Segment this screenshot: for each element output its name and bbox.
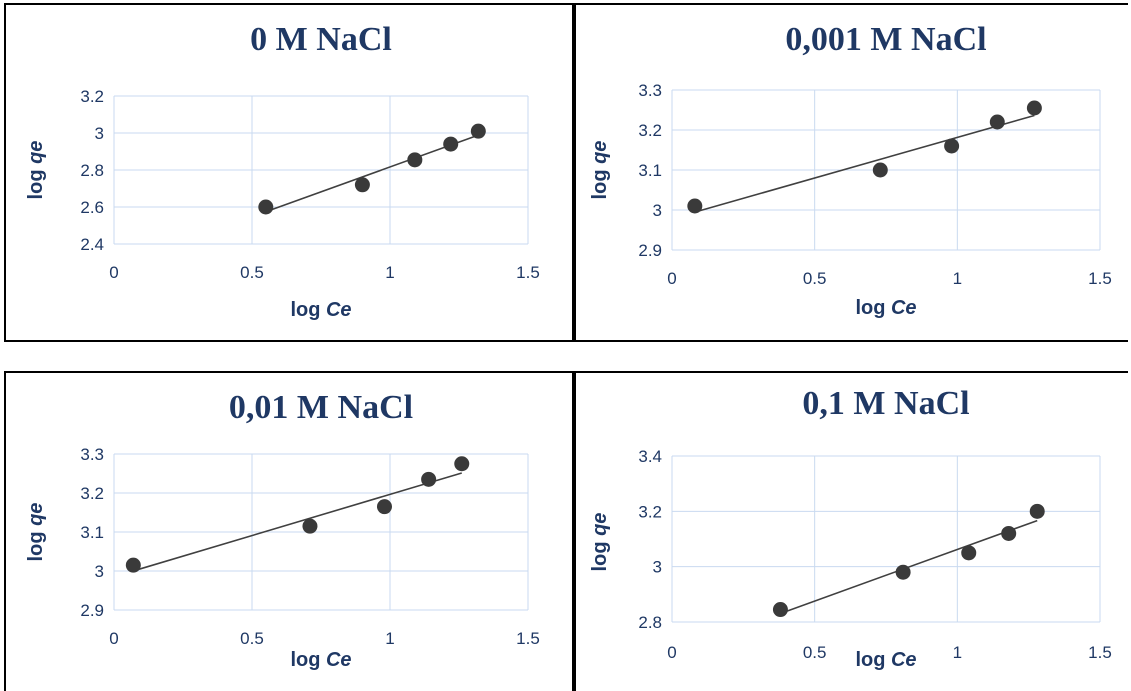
trendline <box>694 114 1035 213</box>
chart-title: 0,1 M NaCl <box>802 385 969 422</box>
data-point <box>1029 503 1045 519</box>
data-point <box>1001 525 1017 541</box>
x-axis-label: log Ce <box>290 299 351 321</box>
data-point <box>376 499 392 515</box>
chart-0m-nacl: 0 M NaCl 2.4 2.6 2.8 3 3.2 0 0.5 1 1.5 log Ce log q… <box>25 21 540 321</box>
y-tick-label: 3 <box>653 558 662 577</box>
y-tick-label: 3.4 <box>638 447 662 466</box>
y-tick-label: 2.9 <box>80 601 104 620</box>
data-point <box>872 162 888 178</box>
y-tick-label: 3.1 <box>80 523 104 542</box>
frame-divider-bottom <box>572 371 576 691</box>
y-tick-label: 2.8 <box>638 613 662 632</box>
x-tick-label: 0.5 <box>803 643 827 662</box>
data-point <box>454 456 470 472</box>
frame-divider-top <box>572 3 576 342</box>
x-axis-label: log Ce <box>290 649 351 671</box>
trendline <box>133 472 462 572</box>
chart-title: 0,001 M NaCl <box>785 21 986 58</box>
x-axis-label: log Ce <box>855 297 916 319</box>
y-tick-label: 3.3 <box>80 445 104 464</box>
trendline <box>780 519 1038 615</box>
data-point <box>895 564 911 580</box>
trendline <box>265 134 479 213</box>
data-point <box>470 123 486 139</box>
x-tick-label: 0.5 <box>240 263 264 282</box>
x-tick-label: 0.5 <box>803 269 827 288</box>
x-tick-label: 1.5 <box>1088 643 1112 662</box>
chart-0-001m-nacl: 0,001 M NaCl 2.9 3 3.1 3.2 3.3 0 0.5 1 1.5 log Ce l… <box>589 21 1112 319</box>
x-tick-label: 1 <box>385 629 394 648</box>
data-point <box>407 152 423 168</box>
x-tick-label: 0.5 <box>240 629 264 648</box>
frame-left-border-bottom <box>4 371 6 691</box>
chart-title: 0,01 M NaCl <box>229 389 413 426</box>
x-tick-label: 1.5 <box>1088 269 1112 288</box>
chart-title: 0 M NaCl <box>250 21 392 58</box>
frame-top-border <box>4 3 1128 5</box>
y-tick-label: 2.4 <box>80 235 104 254</box>
data-point <box>944 138 960 154</box>
data-point <box>687 198 703 214</box>
data-point <box>421 471 437 487</box>
data-point <box>443 136 459 152</box>
y-tick-label: 3.2 <box>638 121 662 140</box>
x-tick-label: 1 <box>953 643 962 662</box>
frame-left-border-top <box>4 3 6 342</box>
frame-top-border-bottom <box>4 371 1128 373</box>
y-tick-label: 2.6 <box>80 198 104 217</box>
y-tick-label: 3 <box>95 562 104 581</box>
y-axis-label: log qe <box>25 503 47 562</box>
x-tick-label: 1 <box>385 263 394 282</box>
x-axis-label: log Ce <box>855 649 916 671</box>
y-tick-label: 3.2 <box>80 484 104 503</box>
chart-panel-0-001m: 0,001 M NaCl 2.9 3 3.1 3.2 3.3 0 0.5 1 1.5 log Ce l… <box>576 6 1125 340</box>
data-point <box>1026 100 1042 116</box>
data-point <box>961 545 977 561</box>
y-tick-label: 3.2 <box>80 87 104 106</box>
y-tick-label: 3 <box>653 201 662 220</box>
x-tick-label: 1 <box>953 269 962 288</box>
y-tick-label: 2.9 <box>638 241 662 260</box>
x-tick-label: 1.5 <box>516 629 540 648</box>
chart-0-1m-nacl: 0,1 M NaCl 2.8 3 3.2 3.4 0 0.5 1 1.5 log Ce log qe <box>589 385 1112 671</box>
chart-panel-0-1m: 0,1 M NaCl 2.8 3 3.2 3.4 0 0.5 1 1.5 log Ce log qe <box>576 374 1125 686</box>
data-point <box>354 177 370 193</box>
x-tick-label: 0 <box>109 629 118 648</box>
data-point <box>302 518 318 534</box>
data-point <box>125 557 141 573</box>
y-tick-label: 3.1 <box>638 161 662 180</box>
x-tick-label: 0 <box>667 269 676 288</box>
data-point <box>772 602 788 618</box>
y-axis-label: log qe <box>25 141 47 200</box>
chart-panel-0m: 0 M NaCl 2.4 2.6 2.8 3 3.2 0 0.5 1 1.5 log Ce log q… <box>6 6 572 340</box>
frame-bottom-border-top <box>4 340 1128 342</box>
data-point <box>258 199 274 215</box>
x-tick-label: 1.5 <box>516 263 540 282</box>
y-tick-label: 2.8 <box>80 161 104 180</box>
y-axis-label: log qe <box>589 513 611 572</box>
y-tick-label: 3.3 <box>638 81 662 100</box>
y-tick-label: 3.2 <box>638 502 662 521</box>
x-tick-label: 0 <box>667 643 676 662</box>
x-tick-label: 0 <box>109 263 118 282</box>
y-tick-label: 3 <box>95 124 104 143</box>
data-point <box>989 114 1005 130</box>
y-axis-label: log qe <box>589 141 611 200</box>
chart-panel-0-01m: 0,01 M NaCl 2.9 3 3.1 3.2 3.3 0 0.5 1 1.5 log Ce lo… <box>6 374 572 686</box>
chart-0-01m-nacl: 0,01 M NaCl 2.9 3 3.1 3.2 3.3 0 0.5 1 1.5 log Ce lo… <box>25 389 540 671</box>
